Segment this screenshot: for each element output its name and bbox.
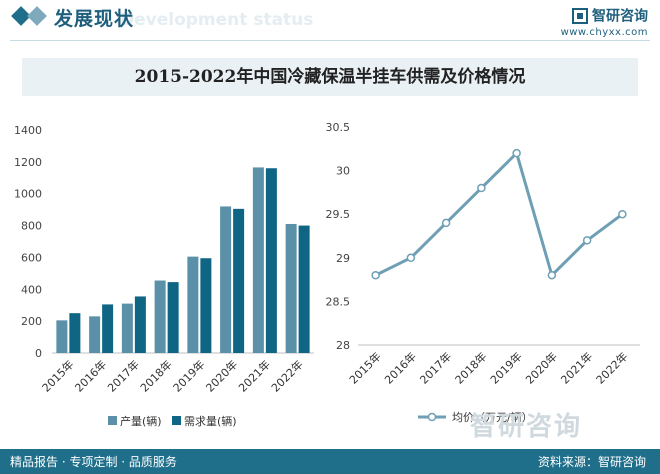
x-tick-label: 2020年 [203,357,240,394]
footer-tagline: 精品报告 · 专项定制 · 品质服务 [10,455,177,469]
brand-logo-icon [572,7,588,24]
x-tick-label: 2019年 [170,357,207,394]
bar [265,168,277,353]
data-point [512,148,521,158]
footer: 精品报告 · 专项定制 · 品质服务 资料来源：智研咨询 [0,449,660,474]
legend-swatch [172,416,181,425]
bar [252,167,264,353]
footer-source: 资料来源：智研咨询 [537,455,646,469]
legend-marker [427,412,437,422]
y-tick-label: 30 [336,165,350,178]
y-tick-label: 800 [21,220,42,233]
x-tick-label: 2017年 [417,349,454,386]
bar [233,208,245,353]
data-point [547,270,557,280]
bar [102,304,114,353]
x-tick-label: 2022年 [593,349,630,386]
legend-swatch [108,416,117,425]
bar [121,303,133,353]
y-tick-label: 0 [35,347,42,360]
bar [134,296,146,353]
y-tick-label: 30.5 [326,121,351,134]
bar [298,225,310,353]
bar [154,280,166,353]
brand-url: www.chyxx.com [560,26,648,38]
header-divider [10,40,650,41]
x-tick-label: 2018年 [137,357,174,394]
x-tick-label: 2020年 [523,349,560,386]
bar [285,223,297,353]
brand-name: 智研咨询 [592,8,648,25]
y-tick-label: 28.5 [326,295,351,308]
x-tick-label: 2015年 [39,357,76,394]
x-tick-label: 2021年 [236,357,273,394]
data-point [582,236,592,245]
bar [187,256,199,353]
header: Development status 发展现状 智研咨询 www.chyxx.c… [0,0,660,41]
y-tick-label: 28 [336,339,350,352]
y-tick-label: 29.5 [326,208,351,221]
data-point [618,209,627,219]
bar [200,258,212,353]
line-chart: 2828.52929.53030.52015年2016年2017年2018年20… [326,121,640,424]
data-point [406,253,416,263]
chart-title-band: 2015-2022年中国冷藏保温半挂车供需及价格情况 [22,58,638,96]
x-tick-label: 2017年 [105,357,142,394]
y-tick-label: 1400 [14,124,42,137]
x-tick-label: 2016年 [72,357,109,394]
y-tick-label: 200 [21,315,42,328]
x-tick-label: 2019年 [487,349,524,386]
y-tick-label: 400 [21,283,42,296]
section-title: 发展现状 [54,8,135,30]
bar [167,282,179,353]
x-tick-label: 2015年 [346,349,383,386]
y-tick-label: 1200 [14,156,42,169]
chart-title: 2015-2022年中国冷藏保温半挂车供需及价格情况 [134,67,526,87]
data-point [477,183,486,193]
legend-label: 产量(辆) [120,414,162,428]
y-tick-label: 1000 [14,188,42,201]
y-tick-label: 600 [21,251,42,264]
bar [56,320,68,353]
y-tick-label: 29 [336,252,350,265]
bar [69,313,81,353]
legend-label: 需求量(辆) [184,414,237,428]
x-tick-label: 2018年 [452,349,489,386]
bar [89,316,101,353]
data-point [441,218,451,228]
bar [220,206,232,353]
data-point [371,270,380,280]
x-tick-label: 2022年 [268,357,305,394]
header-diamond-icon-secondary [27,6,47,26]
series-line [374,150,624,279]
section-subtitle-watermark: Development status [120,10,314,30]
x-tick-label: 2021年 [558,349,595,386]
legend-label: 均价（万元/辆） [452,410,533,424]
brand: 智研咨询 www.chyxx.com [561,5,648,38]
footer-watermark: 智研咨询 [470,412,583,442]
x-tick-label: 2016年 [382,349,419,386]
bar-chart: 0 200 400 600 800 1000 1200 1400 2015年2016年2017年… [14,124,314,428]
